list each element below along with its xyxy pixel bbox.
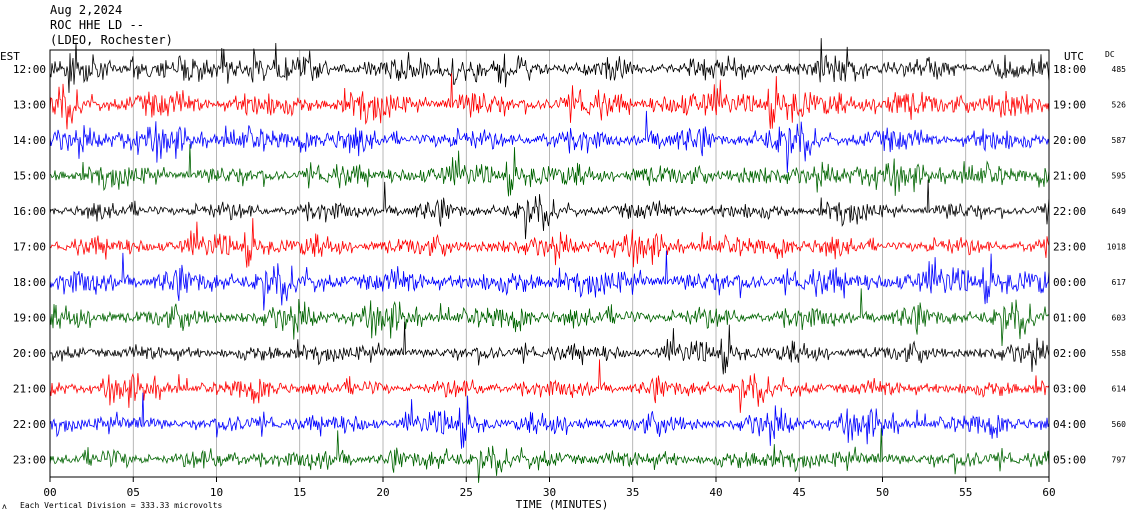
- x-tick-label: 15: [293, 486, 306, 499]
- seismic-trace: [49, 144, 1050, 197]
- x-tick-label: 20: [376, 486, 389, 499]
- utc-time-label: 00:00: [1053, 276, 1086, 289]
- x-tick-label: 40: [709, 486, 722, 499]
- dc-offset-value: 797: [1112, 456, 1127, 465]
- utc-time-label: 21:00: [1053, 170, 1086, 183]
- est-time-label: 19:00: [13, 312, 46, 325]
- x-axis-ticks: 00 05 10 15 20 25 30 35 40 45 50 55 60: [43, 477, 1056, 499]
- dc-offset-value: 526: [1112, 101, 1127, 110]
- header-station: ROC HHE LD --: [50, 18, 144, 32]
- x-tick-label: 30: [543, 486, 556, 499]
- dc-offset-value: 649: [1112, 207, 1127, 216]
- est-time-label: 21:00: [13, 383, 46, 396]
- seismic-trace: [49, 250, 1050, 311]
- vertical-division-note: Each Vertical Division = 333.33 microvol…: [20, 501, 222, 510]
- est-time-label: 14:00: [13, 134, 46, 147]
- seismic-trace: [49, 179, 1050, 240]
- utc-time-label: 22:00: [1053, 205, 1086, 218]
- utc-time-label: 23:00: [1053, 241, 1086, 254]
- seismic-trace: [49, 428, 1050, 483]
- est-time-label: 12:00: [13, 63, 46, 76]
- est-time-label: 23:00: [13, 454, 46, 467]
- seismic-trace: [49, 392, 1050, 449]
- est-time-label: 13:00: [13, 99, 46, 112]
- est-time-label: 22:00: [13, 418, 46, 431]
- utc-time-label: 02:00: [1053, 347, 1086, 360]
- header-date: Aug 2,2024: [50, 3, 123, 17]
- x-tick-label: 10: [210, 486, 223, 499]
- est-time-label: 16:00: [13, 205, 46, 218]
- x-tick-label: 45: [793, 486, 806, 499]
- header-network: (LDEO, Rochester): [50, 33, 173, 47]
- x-tick-label: 25: [460, 486, 473, 499]
- dc-offset-value: 614: [1112, 385, 1127, 394]
- dc-offset-value: 485: [1112, 65, 1127, 74]
- x-tick-label: 50: [876, 486, 889, 499]
- utc-time-label: 18:00: [1053, 63, 1086, 76]
- dc-offset-value: 603: [1112, 314, 1127, 323]
- trace-layer: [49, 38, 1050, 483]
- est-time-label: 20:00: [13, 347, 46, 360]
- utc-time-label: 01:00: [1053, 312, 1086, 325]
- seismic-trace: [49, 218, 1050, 268]
- time-grid: [132, 50, 967, 477]
- dc-offset-value: 558: [1112, 349, 1127, 358]
- dc-offset-value: 1018: [1107, 243, 1126, 252]
- utc-time-label: 20:00: [1053, 134, 1086, 147]
- utc-time-label: 05:00: [1053, 454, 1086, 467]
- est-time-label: 15:00: [13, 170, 46, 183]
- x-tick-label: 35: [626, 486, 639, 499]
- est-time-label: 18:00: [13, 276, 46, 289]
- dc-offset-value: 560: [1112, 420, 1127, 429]
- x-axis-label: TIME (MINUTES): [516, 498, 609, 511]
- footnote-marker: ʌ: [2, 502, 7, 511]
- seismic-trace: [49, 359, 1050, 413]
- dc-header: DC: [1105, 50, 1115, 59]
- dc-offset-value: 595: [1112, 172, 1127, 181]
- seismic-trace: [49, 288, 1050, 347]
- utc-time-label: 03:00: [1053, 383, 1086, 396]
- row-labels: 12:00 18:00 485 13:00 19:00 526 14:00 20:00 587 1…: [13, 63, 1126, 467]
- est-time-label: 17:00: [13, 241, 46, 254]
- seismic-trace: [49, 321, 1050, 375]
- x-tick-label: 05: [127, 486, 140, 499]
- utc-time-label: 19:00: [1053, 99, 1086, 112]
- x-tick-label: 60: [1042, 486, 1055, 499]
- seismic-trace: [49, 38, 1050, 93]
- est-zone-label: EST: [0, 50, 20, 63]
- dc-offset-value: 587: [1112, 136, 1127, 145]
- seismic-trace: [49, 110, 1050, 173]
- x-tick-label: 55: [959, 486, 972, 499]
- x-tick-label: 00: [43, 486, 56, 499]
- utc-zone-label: UTC: [1064, 50, 1084, 63]
- dc-offset-value: 617: [1112, 278, 1127, 287]
- utc-time-label: 04:00: [1053, 418, 1086, 431]
- seismic-trace: [49, 73, 1050, 130]
